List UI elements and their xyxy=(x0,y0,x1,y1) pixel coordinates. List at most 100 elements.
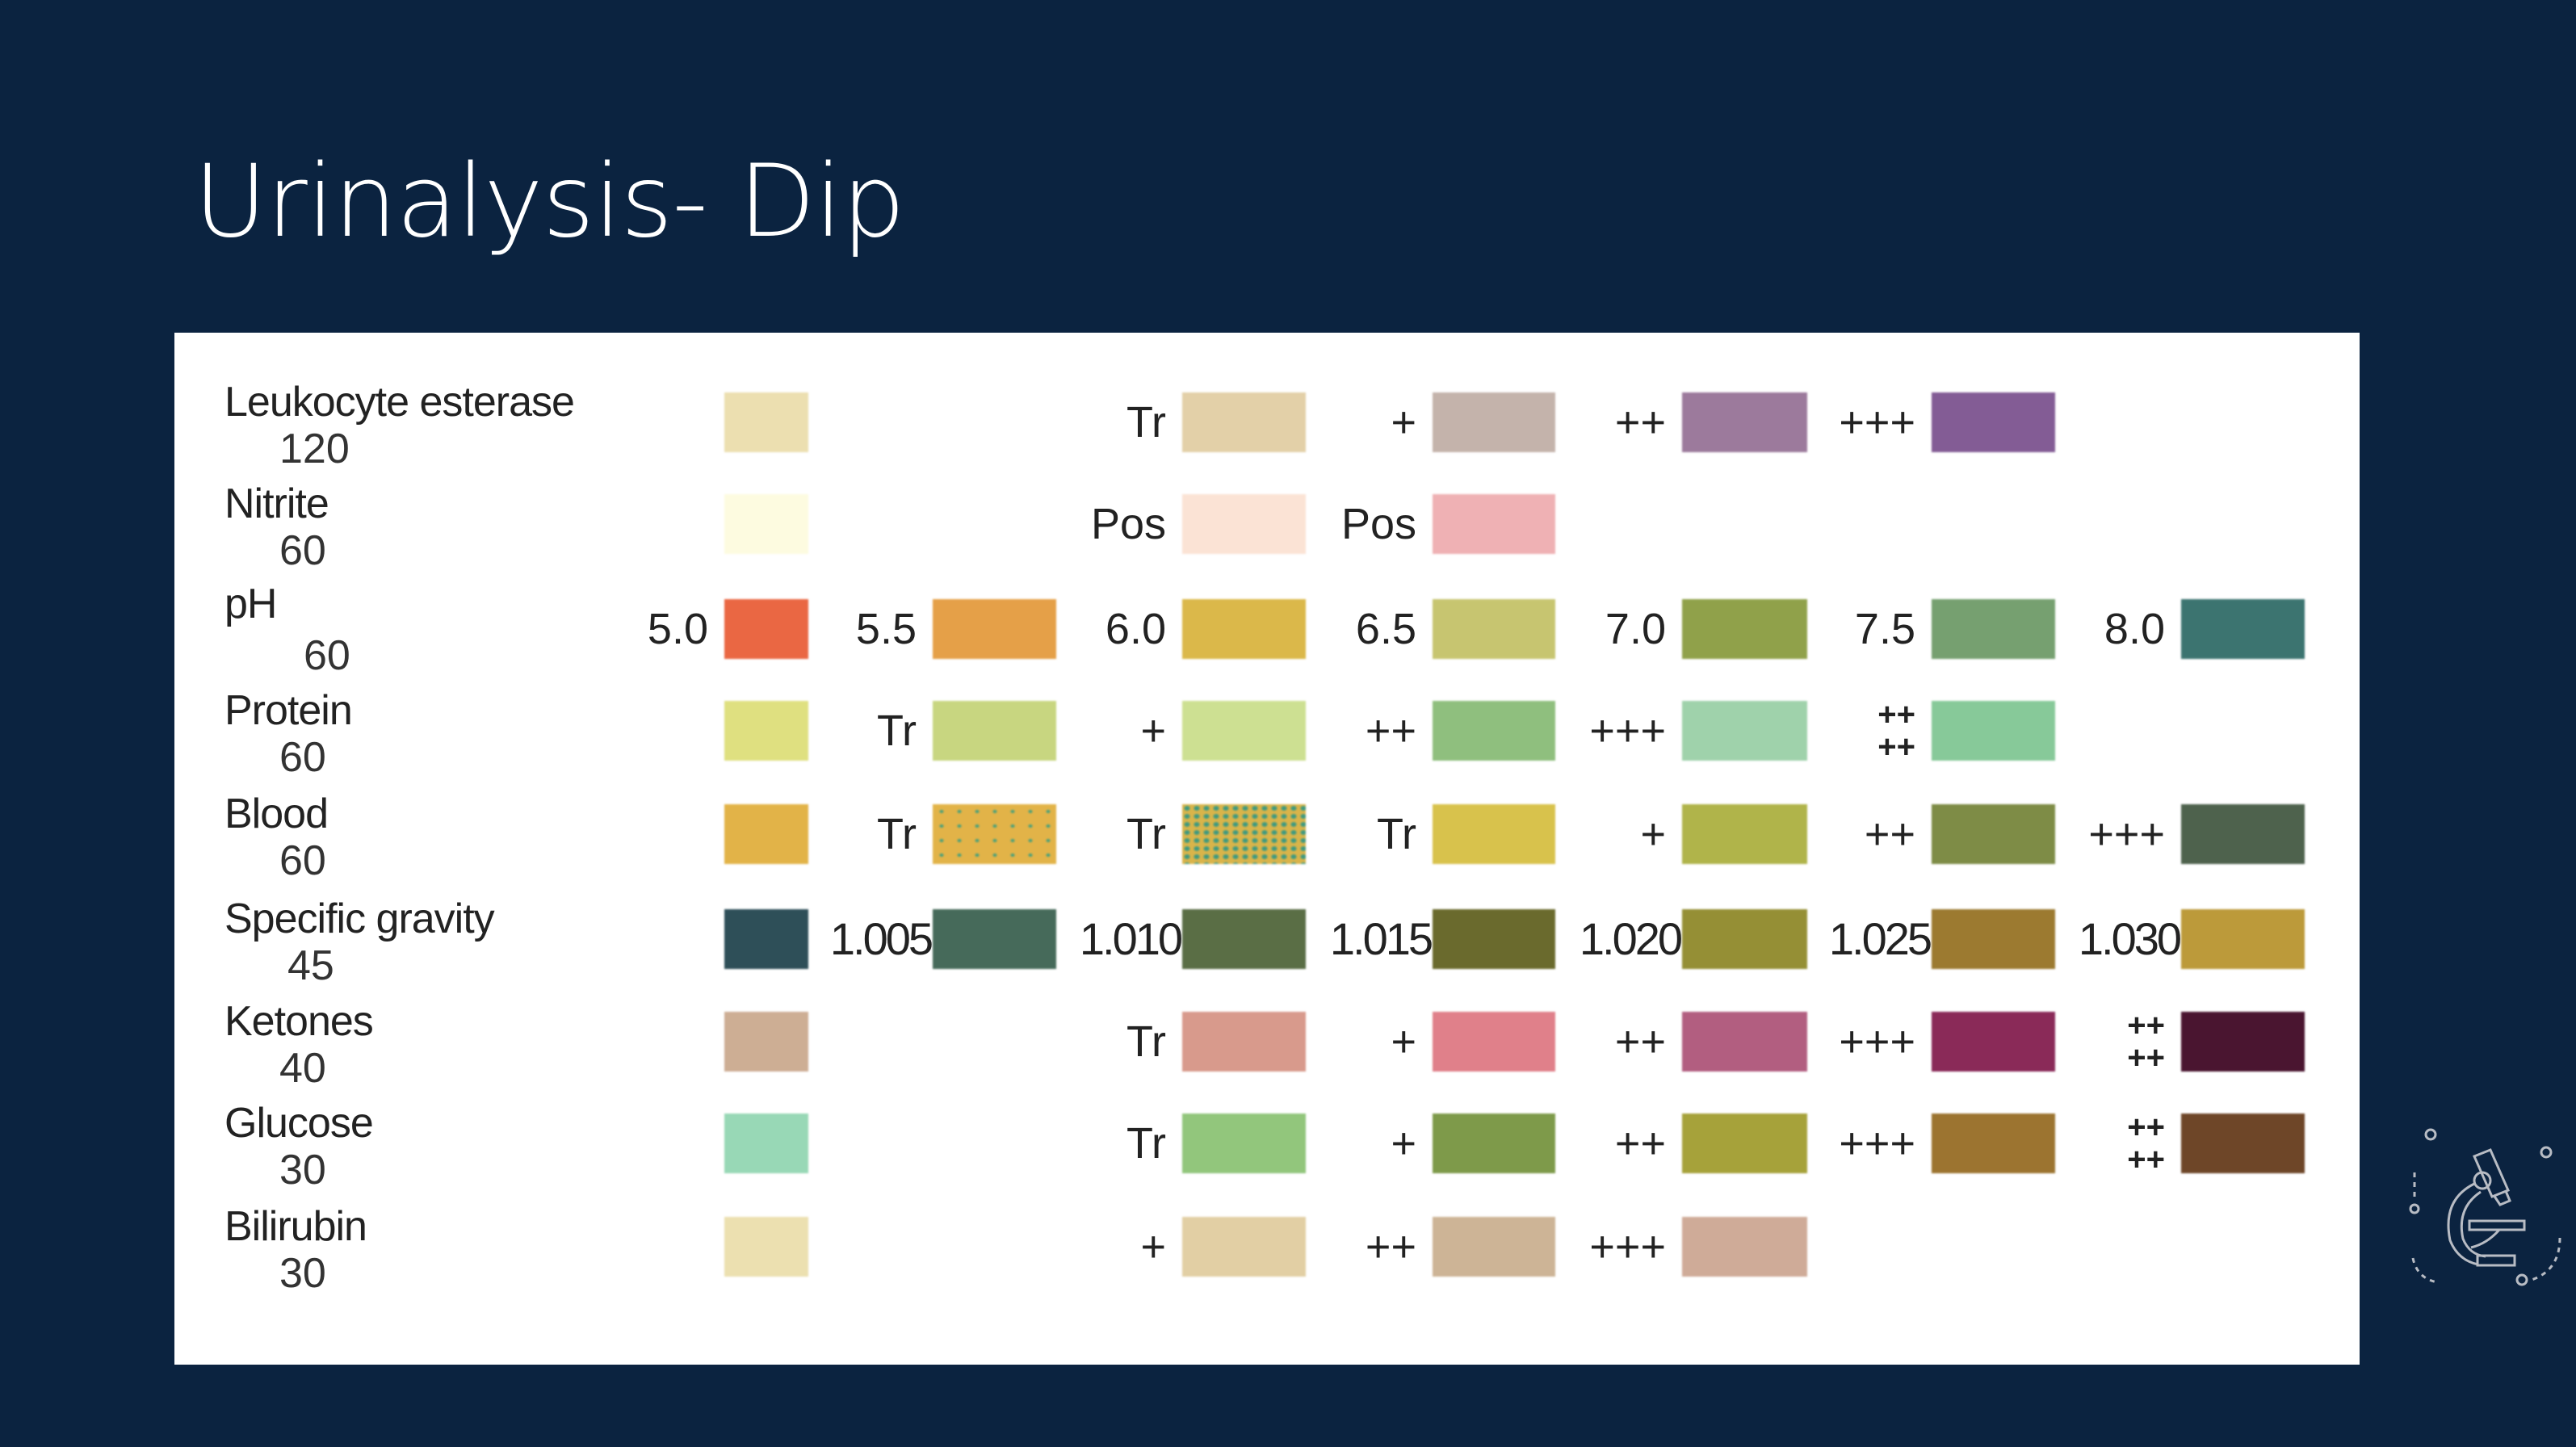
swatch-label: 5.0 xyxy=(647,605,708,653)
swatch-label: 5.5 xyxy=(855,605,917,653)
swatch-label: ++ ++ xyxy=(1877,698,1915,763)
color-swatch xyxy=(933,701,1056,761)
swatch-label: 6.0 xyxy=(1105,605,1166,653)
stack-part: ++ xyxy=(2127,1040,2165,1076)
stack-part: ++ xyxy=(2127,1142,2165,1177)
row-name: Glucose xyxy=(224,1100,374,1147)
slide-title: Urinalysis- Dip xyxy=(194,144,905,260)
swatch-label: +++ xyxy=(2088,810,2165,858)
row-read-time: 30 xyxy=(279,1147,326,1193)
color-swatch xyxy=(933,804,1056,864)
stack-part: ++ xyxy=(1877,729,1915,765)
row-name: Leukocyte esterase xyxy=(224,379,575,426)
color-swatch xyxy=(1682,392,1807,452)
color-swatch xyxy=(933,599,1056,659)
color-swatch xyxy=(1682,1217,1807,1277)
swatch-label: Tr xyxy=(877,810,917,858)
color-swatch xyxy=(724,804,808,864)
dipstick-color-chart: Leukocyte esterase 120 Tr + ++ +++ Nitrite 60 Po… xyxy=(174,333,2360,1365)
swatch-label: Tr xyxy=(1126,398,1166,447)
row-name: pH xyxy=(224,581,277,627)
color-swatch xyxy=(1182,494,1306,554)
color-swatch xyxy=(1682,804,1807,864)
row-name: Blood xyxy=(224,791,329,837)
row-name: Nitrite xyxy=(224,480,329,527)
color-swatch xyxy=(724,1114,808,1173)
row-name: Ketones xyxy=(224,998,374,1045)
swatch-label: ++ xyxy=(1614,1119,1666,1168)
swatch-label: 7.0 xyxy=(1605,605,1666,653)
color-swatch xyxy=(724,1217,808,1277)
swatch-label: ++ ++ xyxy=(2127,1009,2165,1074)
color-swatch xyxy=(1932,804,2055,864)
microscope-icon xyxy=(2409,1128,2561,1286)
swatch-label: Pos xyxy=(1340,500,1416,548)
stack-part: ++ xyxy=(1877,697,1915,732)
swatch-label: ++ xyxy=(1614,1017,1666,1066)
color-swatch xyxy=(1433,1114,1555,1173)
row-read-time: 40 xyxy=(279,1045,326,1092)
color-swatch xyxy=(1433,1217,1555,1277)
color-swatch xyxy=(724,701,808,761)
swatch-label: + xyxy=(1140,707,1166,755)
color-swatch xyxy=(1682,909,1807,969)
row-read-time: 60 xyxy=(279,734,326,781)
color-swatch xyxy=(2181,909,2305,969)
color-swatch xyxy=(1182,909,1306,969)
color-swatch xyxy=(1182,392,1306,452)
color-swatch xyxy=(1682,599,1807,659)
color-swatch xyxy=(1182,701,1306,761)
swatch-label: Tr xyxy=(1126,1119,1166,1168)
color-swatch xyxy=(1433,392,1555,452)
row-read-time: 45 xyxy=(287,942,334,989)
swatch-label: ++ xyxy=(1614,398,1666,447)
color-swatch xyxy=(2181,1012,2305,1072)
color-swatch xyxy=(1932,701,2055,761)
color-swatch xyxy=(724,909,808,969)
row-name: Bilirubin xyxy=(224,1203,367,1250)
color-swatch xyxy=(724,1012,808,1072)
row-name: Protein xyxy=(224,687,353,734)
color-swatch xyxy=(2181,1114,2305,1173)
swatch-label: 8.0 xyxy=(2104,605,2165,653)
swatch-label: +++ xyxy=(1589,707,1666,755)
color-swatch xyxy=(1433,701,1555,761)
color-swatch xyxy=(1433,1012,1555,1072)
color-swatch xyxy=(724,494,808,554)
swatch-label: ++ xyxy=(1365,1223,1416,1271)
color-swatch xyxy=(1932,599,2055,659)
stack-part: ++ xyxy=(2127,1109,2165,1145)
row-read-time: 30 xyxy=(279,1250,326,1297)
swatch-label: Tr xyxy=(1126,1017,1166,1066)
color-swatch xyxy=(1433,804,1555,864)
swatch-label: 6.5 xyxy=(1355,605,1416,653)
swatch-label: 1.010 xyxy=(1079,913,1183,964)
color-swatch xyxy=(1932,909,2055,969)
color-swatch xyxy=(1182,1217,1306,1277)
row-name: Specific gravity xyxy=(224,895,495,942)
swatch-label: +++ xyxy=(1839,1119,1915,1168)
swatch-label: 7.5 xyxy=(1854,605,1915,653)
color-swatch xyxy=(1932,392,2055,452)
swatch-label: Pos xyxy=(1090,500,1166,548)
swatch-label: +++ xyxy=(1839,398,1915,447)
swatch-label: 1.015 xyxy=(1329,913,1433,964)
swatch-label: 1.020 xyxy=(1579,913,1683,964)
swatch-label: Tr xyxy=(1377,810,1416,858)
color-swatch xyxy=(724,599,808,659)
row-read-time: 60 xyxy=(304,632,350,679)
swatch-label: + xyxy=(1391,1017,1416,1066)
row-read-time: 120 xyxy=(279,426,350,472)
swatch-label: 1.025 xyxy=(1828,913,1932,964)
color-swatch xyxy=(724,392,808,452)
color-swatch xyxy=(1182,804,1306,864)
color-swatch xyxy=(1182,1114,1306,1173)
swatch-label: ++ xyxy=(1864,810,1915,858)
swatch-label: + xyxy=(1640,810,1666,858)
color-swatch xyxy=(1433,599,1555,659)
stack-part: ++ xyxy=(2127,1008,2165,1043)
color-swatch xyxy=(2181,804,2305,864)
row-read-time: 60 xyxy=(279,527,326,574)
swatch-label: ++ ++ xyxy=(2127,1111,2165,1176)
swatch-label: 1.030 xyxy=(2078,913,2182,964)
